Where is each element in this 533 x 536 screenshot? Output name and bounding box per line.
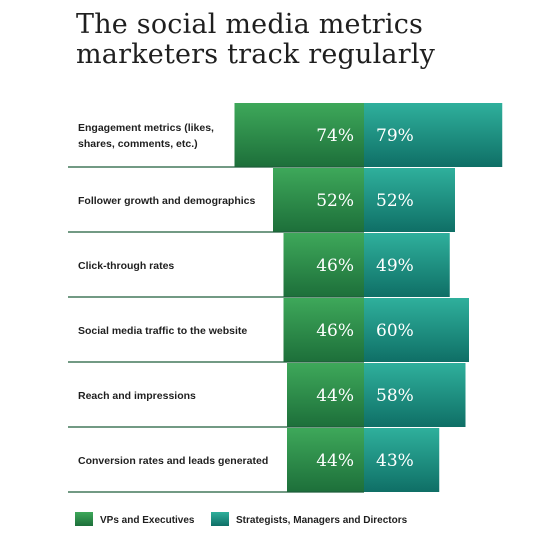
title-line-2: marketers track regularly <box>76 39 436 70</box>
legend-label-strategists: Strategists, Managers and Directors <box>236 515 408 526</box>
bar-vps-executives <box>283 298 364 362</box>
data-label-vps: 74% <box>316 126 354 146</box>
category-label: Follower growth and demographics <box>78 195 256 207</box>
data-label-strategists: 49% <box>376 256 414 276</box>
category-label: shares, comments, etc.) <box>78 138 198 150</box>
bar-vps-executives <box>287 428 364 492</box>
bar-vps-executives <box>287 363 364 427</box>
category-label: Click-through rates <box>78 260 174 272</box>
title-line-1: The social media metrics <box>76 9 424 40</box>
data-label-vps: 52% <box>316 191 354 211</box>
bar-strategists-managers-directors <box>364 428 440 492</box>
bar-strategists-managers-directors <box>364 168 455 232</box>
bar-vps-executives <box>234 103 364 167</box>
category-label: Engagement metrics (likes, <box>78 122 214 134</box>
data-label-vps: 44% <box>316 451 354 471</box>
bar-vps-executives <box>283 233 364 297</box>
bar-vps-executives <box>273 168 364 232</box>
data-label-vps: 46% <box>316 256 354 276</box>
data-label-strategists: 58% <box>376 386 414 406</box>
data-label-vps: 44% <box>316 386 354 406</box>
category-label: Social media traffic to the website <box>78 325 247 337</box>
bar-strategists-managers-directors <box>364 103 503 167</box>
data-label-strategists: 52% <box>376 191 414 211</box>
category-label: Reach and impressions <box>78 390 196 402</box>
legend-label-vps: VPs and Executives <box>100 515 195 526</box>
legend-swatch-strategists <box>211 512 229 526</box>
category-label: Conversion rates and leads generated <box>78 455 268 467</box>
data-label-strategists: 43% <box>376 451 414 471</box>
data-label-strategists: 79% <box>376 126 414 146</box>
legend-swatch-vps <box>75 512 93 526</box>
chart-title: The social media metrics marketers track… <box>76 10 516 70</box>
data-label-strategists: 60% <box>376 321 414 341</box>
bar-strategists-managers-directors <box>364 233 450 297</box>
bar-strategists-managers-directors <box>364 363 466 427</box>
bar-strategists-managers-directors <box>364 298 469 362</box>
data-label-vps: 46% <box>316 321 354 341</box>
